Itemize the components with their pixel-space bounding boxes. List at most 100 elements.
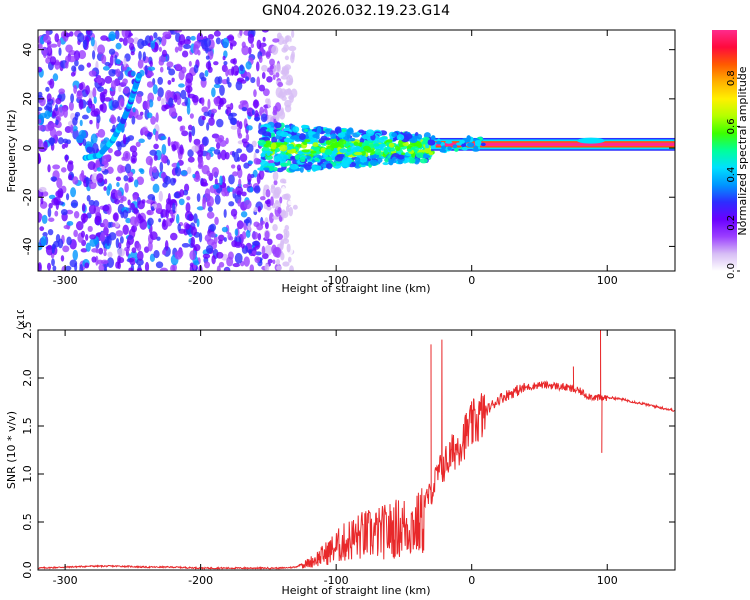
spectrogram-noise-cell <box>114 149 122 157</box>
spectrogram-noise-cell <box>275 233 284 241</box>
spectrogram-noise-cell <box>158 55 167 63</box>
spectrogram-noise-cell <box>96 114 101 124</box>
spectrogram-noise-cell <box>223 208 227 218</box>
spectrogram-noise-cell <box>85 176 89 188</box>
snr-y-tick-label: 2.5 <box>21 321 34 339</box>
spectrogram-noise-cell <box>98 264 105 271</box>
spectrogram-noise-cell <box>277 207 282 214</box>
spectrogram-noise-cell <box>276 258 281 266</box>
spectrogram-noise-cell <box>61 143 66 149</box>
spectrogram-noise-cell <box>261 245 266 256</box>
spectrogram-noise-cell <box>96 173 104 183</box>
spectrogram-noise-cell <box>52 73 59 82</box>
spectrogram-noise-cell <box>146 81 154 88</box>
spectrogram-noise-cell <box>65 44 73 53</box>
spectrogram-noise-cell <box>70 71 76 77</box>
spectrogram-noise-cell <box>146 99 150 110</box>
spectrogram-noise-cell <box>104 75 113 84</box>
spectrogram-noise-cell <box>218 98 224 108</box>
spectrogram-band-cell <box>346 128 354 135</box>
spectrogram-noise-cell <box>110 80 117 91</box>
spectrogram-noise-cell <box>51 243 56 254</box>
spectrogram-noise-cell <box>224 191 230 197</box>
spectrogram-noise-cell <box>106 257 115 268</box>
spectrogram-noise-cell <box>47 228 54 236</box>
spectrogram-noise-cell <box>270 196 274 206</box>
spectrogram-noise-cell <box>123 175 129 182</box>
spectrogram-noise-cell <box>230 208 238 217</box>
spectrogram-noise-cell <box>193 213 198 224</box>
spectrogram-y-tick-label: -20 <box>21 188 34 206</box>
spectrogram-noise-cell <box>228 201 235 207</box>
spectrogram-noise-cell <box>77 32 85 43</box>
spectrogram-noise-cell <box>70 199 79 209</box>
spectrogram-noise-cell <box>180 170 188 176</box>
spectrogram-noise-cell <box>161 171 167 179</box>
spectrogram-noise-cell <box>237 132 243 139</box>
spectrogram-noise-cell <box>102 65 110 71</box>
spectrogram-noise-cell <box>89 234 97 240</box>
spectrogram-noise-cell <box>135 93 142 104</box>
spectrogram-noise-cell <box>258 84 266 92</box>
spectrogram-noise-cell <box>157 96 162 102</box>
spectrogram-noise-cell <box>67 174 73 181</box>
spectrogram-noise-cell <box>284 64 292 71</box>
spectrogram-noise-cell <box>87 225 93 232</box>
spectrogram-band-cell <box>382 162 389 166</box>
spectrogram-band-cell <box>263 167 270 171</box>
spectrogram-noise-cell <box>153 32 158 39</box>
spectrogram-noise-cell <box>187 156 195 163</box>
spectrogram-noise-cell <box>277 35 285 46</box>
spectrogram-noise-cell <box>55 119 59 126</box>
spectrogram-noise-cell <box>209 146 216 152</box>
spectrogram-noise-cell <box>206 122 210 131</box>
spectrogram-noise-cell <box>186 105 191 115</box>
spectrogram-noise-cell <box>190 35 196 41</box>
spectrogram-noise-cell <box>251 231 259 240</box>
spectrogram-noise-cell <box>217 234 225 242</box>
spectrogram-noise-cell <box>185 72 194 84</box>
spectrogram-band-cell <box>417 134 423 140</box>
spectrogram-noise-cell <box>239 64 244 72</box>
spectrogram-band-cell <box>430 135 436 141</box>
spectrogram-band-cell <box>340 162 350 168</box>
spectrogram-noise-cell <box>189 250 196 261</box>
spectrogram-noise-cell <box>122 133 127 145</box>
spectrogram-band-cell <box>280 162 290 167</box>
spectrogram-noise-cell <box>131 115 136 125</box>
spectrogram-noise-cell <box>196 206 205 211</box>
spectrogram-noise-cell <box>159 161 164 173</box>
spectrogram-marks <box>38 30 675 271</box>
spectrogram-band-cell <box>263 143 273 148</box>
spectrogram-noise-cell <box>104 61 111 67</box>
spectrogram-noise-cell <box>148 99 154 108</box>
spectrogram-noise-cell <box>196 193 201 203</box>
spectrogram-noise-cell <box>78 98 84 110</box>
spectrogram-band-cell <box>453 147 459 152</box>
spectrogram-noise-cell <box>150 116 156 125</box>
spectrogram-noise-cell <box>193 260 200 266</box>
spectrogram-noise-cell <box>166 91 174 97</box>
spectrogram-band-cell <box>409 137 418 144</box>
spectrogram-noise-cell <box>38 43 43 50</box>
spectrogram-noise-cell <box>250 43 255 49</box>
spectrogram-noise-cell <box>99 91 106 103</box>
spectrogram-noise-cell <box>248 249 252 254</box>
spectrogram-noise-cell <box>279 178 287 184</box>
spectrogram-noise-cell <box>72 176 79 185</box>
spectrogram-noise-cell <box>82 114 89 120</box>
spectrogram-noise-cell <box>269 58 275 66</box>
spectrogram-band-cell <box>396 134 405 141</box>
spectrogram-noise-cell <box>209 231 216 238</box>
spectrogram-noise-cell <box>48 217 55 222</box>
spectrogram-band-cell <box>264 155 273 160</box>
spectrogram-noise-cell <box>275 71 280 78</box>
spectrogram-band-cell <box>314 165 322 171</box>
spectrogram-noise-cell <box>276 265 283 271</box>
spectrogram-band-cell <box>283 137 293 143</box>
spectrogram-noise-cell <box>117 248 125 257</box>
spectrogram-noise-cell <box>261 72 266 80</box>
spectrogram-band-cell <box>422 153 428 159</box>
